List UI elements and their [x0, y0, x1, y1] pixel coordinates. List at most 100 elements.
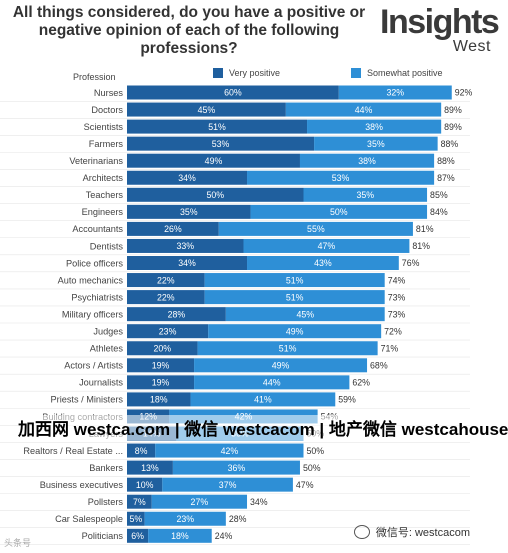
data-label-somewhat: 51%	[279, 343, 297, 353]
data-label-somewhat: 42%	[221, 446, 239, 456]
legend-item-very: Very positive	[213, 67, 280, 79]
bar-somewhat-positive	[247, 170, 435, 185]
bar-somewhat-positive	[172, 460, 300, 475]
data-label-very: 13%	[141, 463, 159, 473]
bar-somewhat-positive	[197, 341, 378, 356]
bar-somewhat-positive	[338, 85, 452, 100]
data-label-very: 22%	[157, 275, 175, 285]
legend-item-somewhat: Somewhat positive	[351, 67, 443, 79]
data-label-total: 89%	[444, 122, 462, 132]
logo-sub-text: West	[452, 38, 491, 55]
bar-somewhat-positive	[162, 477, 293, 492]
data-label-total: 71%	[381, 343, 399, 353]
category-label: Pollsters	[88, 497, 124, 507]
bar-somewhat-positive	[243, 238, 410, 253]
data-label-very: 28%	[168, 309, 186, 319]
data-label-somewhat: 38%	[358, 156, 376, 166]
bar-very-positive	[127, 307, 226, 322]
bar-very-positive	[127, 358, 195, 373]
watermark-text: 加西网 westca.com | 微信 westcacom | 地产微信 wes…	[18, 415, 508, 440]
data-label-somewhat: 27%	[191, 497, 209, 507]
bar-very-positive	[127, 511, 145, 526]
category-label: Architects	[83, 173, 124, 183]
data-label-very: 19%	[152, 378, 170, 388]
bar-somewhat-positive	[204, 273, 385, 288]
data-label-very: 22%	[157, 292, 175, 302]
bar-somewhat-positive	[148, 528, 212, 543]
data-label-somewhat: 45%	[296, 309, 314, 319]
data-label-somewhat: 41%	[254, 395, 272, 405]
watermark-bottom: 微信号: westcacom	[353, 524, 470, 540]
data-label-very: 19%	[152, 361, 170, 371]
data-label-total: 84%	[430, 207, 448, 217]
bar-very-positive	[127, 221, 219, 236]
data-label-somewhat: 18%	[171, 531, 189, 541]
data-label-somewhat: 23%	[176, 514, 194, 524]
bar-somewhat-positive	[250, 204, 428, 219]
bar-very-positive	[127, 153, 300, 168]
data-label-somewhat: 43%	[314, 258, 332, 268]
data-label-very: 5%	[129, 514, 142, 524]
bar-very-positive	[127, 392, 191, 407]
category-label: Realtors / Real Estate ...	[23, 446, 123, 456]
bar-very-positive	[127, 341, 198, 356]
data-label-very: 49%	[205, 156, 223, 166]
data-label-very: 23%	[159, 326, 177, 336]
category-label: Business executives	[40, 480, 124, 490]
data-label-very: 45%	[198, 105, 216, 115]
data-label-total: 88%	[437, 156, 455, 166]
data-label-total: 89%	[444, 105, 462, 115]
wechat-icon	[353, 525, 370, 539]
data-label-total: 68%	[370, 361, 388, 371]
category-label: Accountants	[72, 224, 123, 234]
legend-swatch-somewhat	[351, 68, 361, 78]
bar-somewhat-positive	[247, 256, 399, 270]
category-label: Teachers	[86, 190, 124, 200]
watermark-bottom-text: 微信号: westcacom	[375, 527, 470, 539]
data-label-very: 51%	[208, 122, 226, 132]
data-label-very: 6%	[131, 531, 144, 541]
data-label-very: 34%	[178, 258, 196, 268]
bar-very-positive	[127, 477, 163, 492]
data-label-somewhat: 50%	[330, 207, 348, 217]
bar-very-positive	[127, 256, 248, 270]
data-label-very: 35%	[180, 207, 198, 217]
bar-somewhat-positive	[190, 392, 336, 407]
data-label-very: 60%	[224, 88, 242, 98]
data-label-somewhat: 55%	[307, 224, 325, 234]
watermark-left: 头条号	[4, 538, 32, 548]
legend-label-somewhat: Somewhat positive	[367, 68, 443, 78]
category-label: Politicians	[82, 531, 124, 541]
data-label-very: 10%	[136, 480, 154, 490]
data-label-very: 34%	[178, 173, 196, 183]
bar-somewhat-positive	[155, 443, 304, 458]
bar-very-positive	[127, 85, 339, 100]
data-label-very: 53%	[212, 139, 230, 149]
data-label-total: 92%	[455, 88, 473, 98]
data-label-total: 28%	[229, 514, 247, 524]
data-label-somewhat: 36%	[228, 463, 246, 473]
data-label-total: 73%	[388, 309, 406, 319]
bar-very-positive	[127, 290, 205, 305]
bar-very-positive	[127, 375, 195, 390]
category-label: Doctors	[91, 105, 123, 115]
bar-somewhat-positive	[303, 187, 428, 202]
data-label-total: 85%	[430, 190, 448, 200]
data-label-somewhat: 35%	[367, 139, 385, 149]
logo-main-text: Insights	[380, 3, 500, 41]
data-label-total: 50%	[303, 463, 321, 473]
data-label-very: 33%	[176, 241, 194, 251]
bar-very-positive	[127, 528, 149, 543]
bar-very-positive	[127, 324, 209, 339]
data-label-somewhat: 47%	[318, 241, 336, 251]
bar-somewhat-positive	[208, 324, 382, 339]
bar-somewhat-positive	[299, 153, 435, 168]
data-label-total: 76%	[402, 258, 420, 268]
data-label-total: 59%	[338, 395, 356, 405]
category-label: Farmers	[89, 139, 124, 149]
category-label: Bankers	[89, 463, 123, 473]
bar-very-positive	[127, 102, 286, 117]
insights-west-logo: Insights West	[380, 4, 505, 60]
data-label-very: 8%	[135, 446, 148, 456]
bar-very-positive	[127, 119, 308, 134]
